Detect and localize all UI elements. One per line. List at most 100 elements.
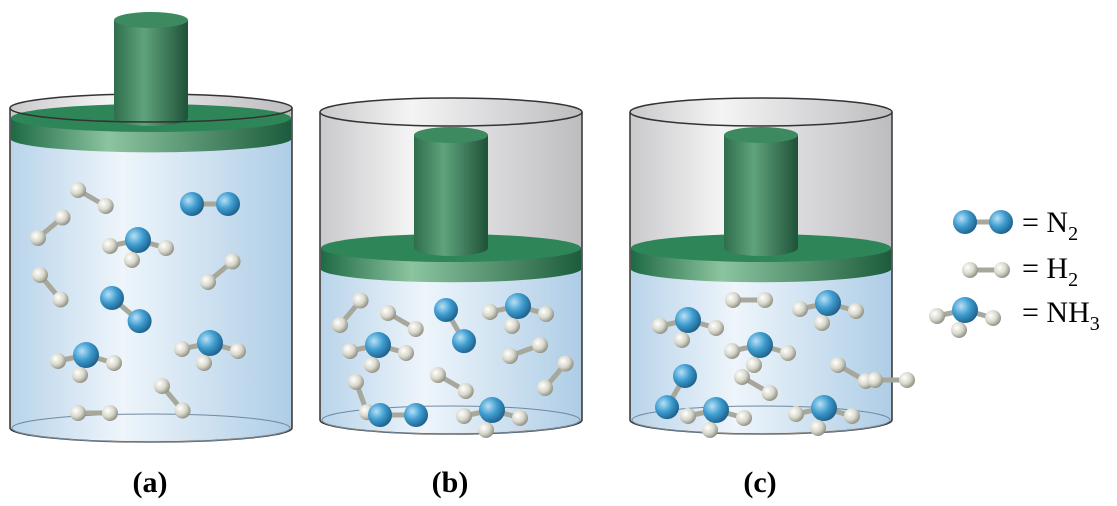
atom: [72, 367, 88, 383]
atom: [673, 364, 697, 388]
legend-label: = H2: [1022, 252, 1078, 291]
atom: [655, 395, 679, 419]
rod-top: [114, 12, 188, 28]
atom: [398, 345, 414, 361]
atom: [537, 380, 553, 396]
atom: [747, 332, 773, 358]
atom: [452, 329, 476, 353]
atom: [434, 298, 458, 322]
atom: [365, 332, 391, 358]
rod-top: [414, 127, 488, 143]
legend-text: = N: [1022, 206, 1068, 239]
atom: [702, 422, 718, 438]
atom: [989, 210, 1013, 234]
atom: [154, 378, 170, 394]
atom: [53, 292, 69, 308]
atom: [512, 410, 528, 426]
atom: [100, 286, 124, 310]
atom: [844, 408, 860, 424]
atom: [504, 318, 520, 334]
atom: [734, 369, 750, 385]
atom: [196, 355, 212, 371]
atom: [70, 405, 86, 421]
atom: [792, 301, 808, 317]
legend-text: = NH: [1022, 296, 1090, 329]
atom: [746, 357, 762, 373]
atom: [200, 274, 216, 290]
atom: [736, 410, 752, 426]
atom: [780, 345, 796, 361]
molecule: [929, 297, 1001, 338]
legend-label: = N2: [1022, 206, 1078, 245]
atom: [724, 343, 740, 359]
legend-subscript: 2: [1068, 269, 1078, 291]
atom: [502, 348, 518, 364]
atom: [332, 317, 348, 333]
atom: [102, 405, 118, 421]
atom: [830, 357, 846, 373]
panel-label: (a): [133, 466, 168, 499]
atom: [175, 403, 191, 419]
panel-label: (c): [743, 466, 776, 499]
atom: [848, 303, 864, 319]
atom: [953, 210, 977, 234]
atom: [674, 332, 690, 348]
atom: [30, 230, 46, 246]
atom: [680, 408, 696, 424]
molecule: [953, 210, 1013, 234]
atom: [810, 420, 826, 436]
atom: [985, 310, 1001, 326]
atom: [124, 252, 140, 268]
atom: [458, 383, 474, 399]
atom: [364, 357, 380, 373]
piston-rod: [724, 135, 798, 256]
atom: [216, 192, 240, 216]
atom: [55, 209, 71, 225]
atom: [225, 253, 241, 269]
atom: [814, 315, 830, 331]
atom: [125, 227, 151, 253]
atom: [380, 305, 396, 321]
atom: [73, 342, 99, 368]
atom: [128, 309, 152, 333]
rod-top: [724, 127, 798, 143]
atom: [962, 262, 978, 278]
atom: [70, 182, 86, 198]
atom: [479, 397, 505, 423]
legend-subscript: 2: [1068, 223, 1078, 245]
piston-rod: [114, 20, 188, 126]
atom: [482, 304, 498, 320]
atom: [348, 374, 364, 390]
atom: [430, 367, 446, 383]
atom: [899, 372, 915, 388]
atom: [951, 322, 967, 338]
atom: [762, 385, 778, 401]
atom: [32, 267, 48, 283]
atom: [867, 372, 883, 388]
atom: [106, 355, 122, 371]
atom: [788, 406, 804, 422]
atom: [197, 330, 223, 356]
atom: [230, 343, 246, 359]
atom: [815, 290, 841, 316]
atom: [708, 320, 724, 336]
atom: [478, 422, 494, 438]
atom: [675, 307, 701, 333]
artwork: [10, 12, 1013, 442]
atom: [50, 353, 66, 369]
legend-text: = H: [1022, 252, 1068, 285]
atom: [342, 343, 358, 359]
atom: [180, 192, 204, 216]
atom: [538, 306, 554, 322]
atom: [456, 408, 472, 424]
atom: [994, 262, 1010, 278]
atom: [558, 355, 574, 371]
atom: [353, 292, 369, 308]
atom: [652, 318, 668, 334]
panel-label: (b): [432, 466, 469, 499]
atom: [811, 395, 837, 421]
atom: [505, 293, 531, 319]
atom: [174, 341, 190, 357]
atom: [757, 292, 773, 308]
atom: [703, 397, 729, 423]
